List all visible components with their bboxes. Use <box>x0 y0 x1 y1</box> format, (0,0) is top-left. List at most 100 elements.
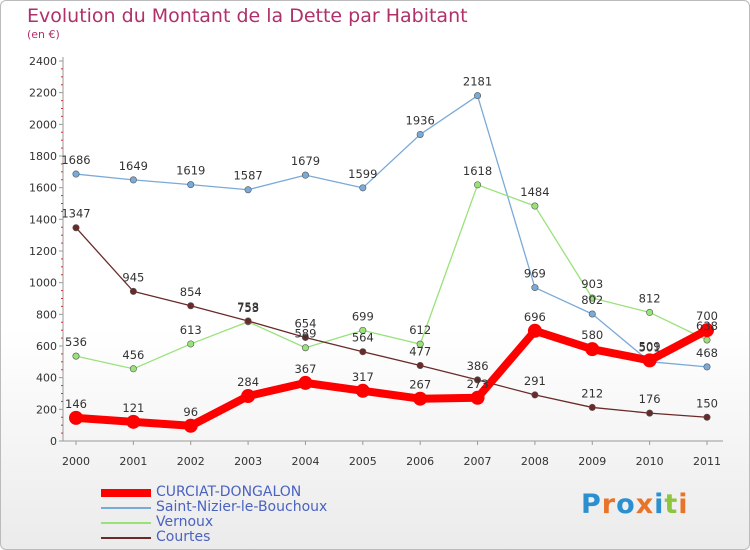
data-label: 1484 <box>520 185 549 199</box>
series-line-2 <box>75 184 708 370</box>
data-point <box>646 308 654 316</box>
data-point <box>359 326 367 334</box>
data-point <box>72 170 80 178</box>
data-label: 1587 <box>233 169 262 183</box>
data-point <box>642 353 657 368</box>
data-point <box>588 294 596 302</box>
data-label: 854 <box>180 285 202 299</box>
data-point <box>187 181 195 189</box>
legend-swatch <box>101 489 151 497</box>
data-label: 367 <box>294 362 316 376</box>
data-point <box>474 92 482 100</box>
x-tick-label: 2010 <box>636 455 664 468</box>
data-label: 176 <box>639 392 661 406</box>
x-tick-label: 2006 <box>406 455 434 468</box>
data-label: 945 <box>122 270 144 284</box>
data-point <box>359 184 367 192</box>
x-tick-label: 2001 <box>119 455 147 468</box>
legend-swatch <box>101 537 151 539</box>
data-point <box>585 342 600 357</box>
data-label: 612 <box>409 323 431 337</box>
data-label: 386 <box>467 359 489 373</box>
y-tick-label: 2000 <box>29 118 57 131</box>
data-label: 501 <box>639 341 661 355</box>
y-tick-label: 800 <box>36 308 57 321</box>
data-point <box>703 413 711 421</box>
y-tick-label: 600 <box>36 340 57 353</box>
data-point <box>244 186 252 194</box>
data-label: 699 <box>352 309 374 323</box>
data-label: 121 <box>122 401 144 415</box>
data-label: 758 <box>237 300 259 314</box>
data-point <box>183 418 198 433</box>
data-point <box>298 375 313 390</box>
data-point <box>72 224 80 232</box>
chart-subtitle: (en €) <box>27 28 60 41</box>
data-point <box>527 323 542 338</box>
data-point <box>416 340 424 348</box>
data-label: 146 <box>65 397 87 411</box>
x-tick-label: 2004 <box>291 455 319 468</box>
data-point <box>241 389 256 404</box>
data-label: 456 <box>122 348 144 362</box>
data-point <box>700 323 714 338</box>
x-tick-label: 2011 <box>693 455 721 468</box>
legend-swatch <box>101 522 151 524</box>
data-point <box>470 390 485 405</box>
series-line-0 <box>75 326 709 430</box>
data-point <box>416 361 424 369</box>
data-point <box>474 181 482 189</box>
data-point <box>531 391 539 399</box>
data-label: 613 <box>180 323 202 337</box>
data-point <box>301 171 309 179</box>
data-label: 802 <box>581 293 603 307</box>
data-point <box>646 409 654 417</box>
data-label: 812 <box>639 291 661 305</box>
data-label: 1619 <box>176 164 205 178</box>
data-point <box>474 376 482 384</box>
data-point <box>531 202 539 210</box>
data-label: 1618 <box>463 164 492 178</box>
y-tick-label: 0 <box>50 435 57 448</box>
legend-label: Vernoux <box>156 514 214 530</box>
series-line-1 <box>75 95 708 368</box>
data-label: 317 <box>352 370 374 384</box>
data-label: 1599 <box>348 167 377 181</box>
legend-label: Saint-Nizier-le-Bouchoux <box>156 499 328 515</box>
data-label: 580 <box>581 328 603 342</box>
y-tick-label: 2200 <box>29 87 57 100</box>
x-tick-label: 2000 <box>62 455 90 468</box>
x-tick-label: 2005 <box>349 455 377 468</box>
data-label: 903 <box>581 277 603 291</box>
data-label: 638 <box>696 319 718 333</box>
data-point <box>126 414 141 429</box>
data-point <box>129 365 137 373</box>
data-label: 284 <box>237 375 259 389</box>
data-label: 969 <box>524 267 546 281</box>
data-point <box>72 352 80 360</box>
y-tick-label: 1400 <box>29 213 57 226</box>
data-label: 654 <box>294 316 316 330</box>
legend-swatch <box>101 507 151 509</box>
data-point <box>355 383 370 398</box>
data-point <box>187 340 195 348</box>
data-label: 1936 <box>406 113 435 127</box>
series-line-3 <box>75 227 708 418</box>
data-label: 468 <box>696 346 718 360</box>
data-label: 589 <box>294 327 316 341</box>
data-label: 96 <box>183 405 198 419</box>
data-point <box>129 287 137 295</box>
y-tick-label: 1800 <box>29 150 57 163</box>
data-label: 267 <box>409 378 431 392</box>
data-label: 1679 <box>291 154 320 168</box>
data-label: 291 <box>524 374 546 388</box>
data-point <box>359 348 367 356</box>
data-point <box>244 317 252 325</box>
data-point <box>416 130 424 138</box>
data-label: 273 <box>467 377 489 391</box>
x-tick-label: 2007 <box>464 455 492 468</box>
y-tick-label: 1600 <box>29 182 57 195</box>
x-tick-label: 2009 <box>578 455 606 468</box>
y-tick-label: 2400 <box>29 55 57 68</box>
